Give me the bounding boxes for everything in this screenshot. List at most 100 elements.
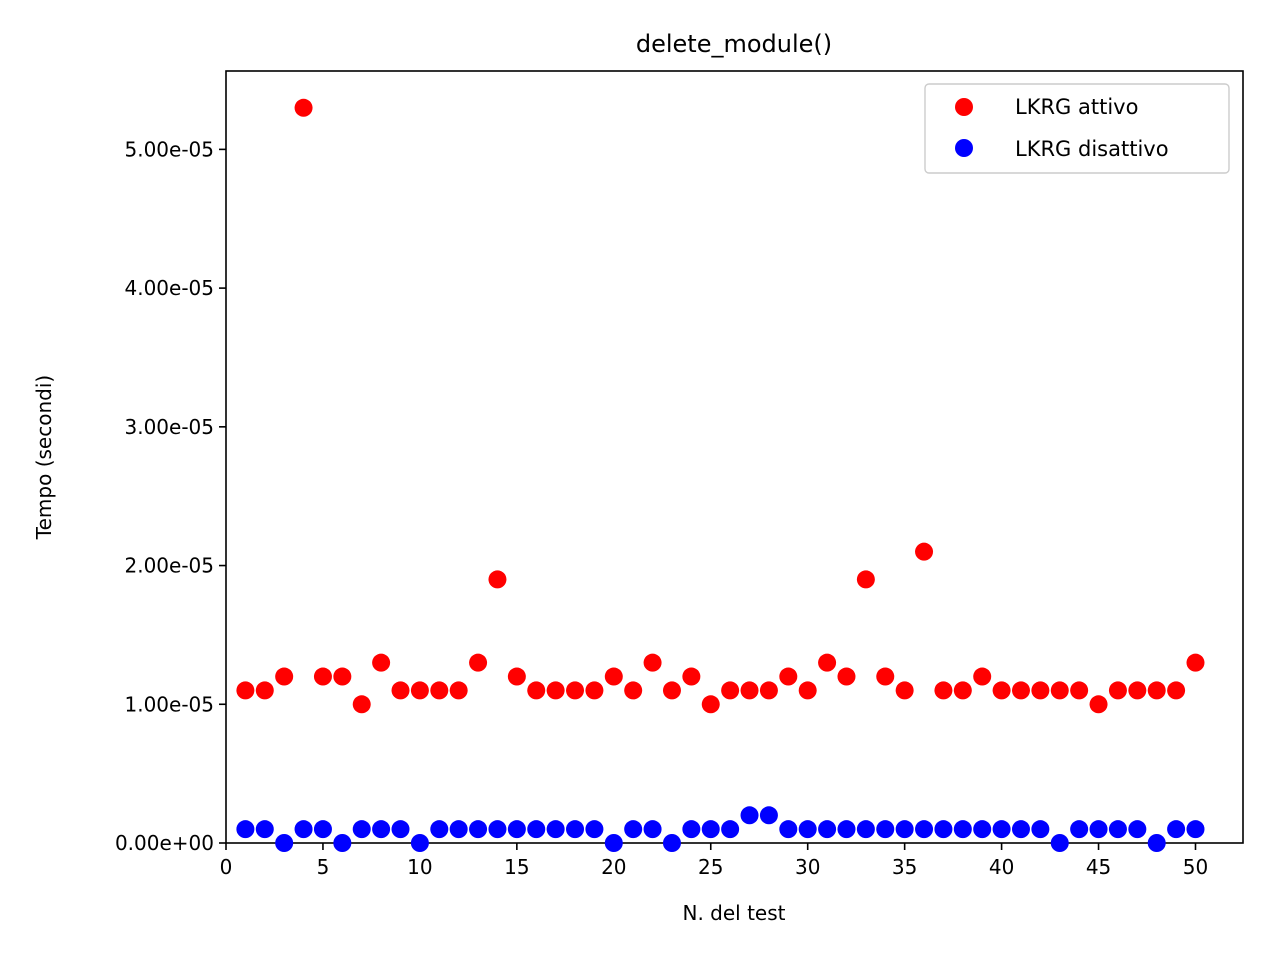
data-point	[488, 570, 507, 589]
series-lkrg-disattivo	[236, 806, 1205, 852]
data-point	[721, 681, 740, 700]
y-axis-ticks: 0.00e+00 1.00e-05 2.00e-05 3.00e-05 4.00e-05…	[115, 137, 226, 855]
data-point	[604, 667, 623, 686]
x-tick-label: 35	[892, 855, 917, 879]
plot-frame	[225, 70, 1244, 844]
x-tick-label: 10	[407, 855, 432, 879]
data-point	[255, 820, 274, 839]
data-point	[740, 681, 759, 700]
data-point	[953, 681, 972, 700]
data-point	[488, 820, 507, 839]
data-point	[352, 820, 371, 839]
data-point	[856, 570, 875, 589]
x-axis-ticks: 0 5 10 15 20 25 30 35 40 45 50	[220, 843, 1208, 879]
data-point	[624, 820, 643, 839]
data-point	[372, 820, 391, 839]
x-axis-label: N. del test	[683, 901, 786, 925]
data-point	[895, 820, 914, 839]
x-tick-label: 5	[317, 855, 330, 879]
y-axis-label: Tempo (secondi)	[32, 375, 56, 540]
data-point	[546, 681, 565, 700]
data-point	[430, 820, 449, 839]
data-point	[236, 820, 255, 839]
x-tick-label: 0	[220, 855, 233, 879]
data-point	[469, 653, 488, 672]
x-tick-label: 40	[989, 855, 1014, 879]
data-point	[934, 681, 953, 700]
y-tick-label: 1.00e-05	[124, 692, 214, 716]
y-tick-label: 4.00e-05	[124, 276, 214, 300]
data-point	[682, 667, 701, 686]
data-point	[973, 667, 992, 686]
data-point	[915, 542, 934, 561]
data-point	[1108, 681, 1127, 700]
data-point	[1186, 653, 1205, 672]
legend-marker-lkrg-disattivo	[955, 139, 973, 157]
data-point	[721, 820, 740, 839]
y-tick-label: 0.00e+00	[115, 831, 214, 855]
data-point	[876, 820, 895, 839]
data-point	[759, 681, 778, 700]
data-point	[294, 820, 313, 839]
data-point	[275, 667, 294, 686]
data-point	[1089, 695, 1108, 714]
data-point	[585, 820, 604, 839]
legend-marker-lkrg-attivo	[955, 98, 973, 116]
data-point	[818, 653, 837, 672]
data-point	[856, 820, 875, 839]
data-point	[566, 681, 585, 700]
data-point	[1011, 820, 1030, 839]
data-point	[992, 820, 1011, 839]
legend-label-lkrg-attivo: LKRG attivo	[1015, 95, 1138, 119]
data-point	[876, 667, 895, 686]
data-point	[798, 820, 817, 839]
plot-area	[225, 70, 1244, 844]
data-point	[1031, 820, 1050, 839]
data-point	[391, 681, 410, 700]
data-point	[701, 820, 720, 839]
data-point	[507, 820, 526, 839]
data-point	[313, 667, 332, 686]
data-point	[1011, 681, 1030, 700]
data-point	[973, 820, 992, 839]
data-point	[701, 695, 720, 714]
data-point	[527, 681, 546, 700]
data-point	[352, 695, 371, 714]
x-tick-label: 15	[504, 855, 529, 879]
x-tick-label: 25	[698, 855, 723, 879]
data-point	[430, 681, 449, 700]
data-point	[953, 820, 972, 839]
data-point	[934, 820, 953, 839]
x-tick-label: 20	[601, 855, 626, 879]
y-tick-label: 3.00e-05	[124, 415, 214, 439]
data-point	[624, 681, 643, 700]
data-point	[294, 98, 313, 117]
data-point	[837, 820, 856, 839]
data-point	[604, 834, 623, 852]
x-tick-label: 45	[1086, 855, 1111, 879]
legend-box	[924, 83, 1230, 174]
chart-title: delete_module()	[636, 30, 832, 58]
data-point	[1070, 820, 1089, 839]
data-point	[1147, 834, 1166, 852]
data-point	[1167, 681, 1186, 700]
data-point	[1147, 681, 1166, 700]
data-point	[915, 820, 934, 839]
data-point	[1070, 681, 1089, 700]
data-point	[410, 834, 429, 852]
x-tick-label: 30	[795, 855, 820, 879]
data-point	[1050, 834, 1069, 852]
data-point	[779, 820, 798, 839]
data-point	[469, 820, 488, 839]
data-point	[643, 653, 662, 672]
data-point	[449, 681, 468, 700]
data-point	[391, 820, 410, 839]
legend: LKRG attivo LKRG disattivo	[924, 83, 1230, 174]
data-point	[1031, 681, 1050, 700]
data-point	[798, 681, 817, 700]
data-point	[275, 834, 294, 852]
data-point	[313, 820, 332, 839]
y-tick-label: 5.00e-05	[124, 137, 214, 161]
data-point	[1128, 820, 1147, 839]
